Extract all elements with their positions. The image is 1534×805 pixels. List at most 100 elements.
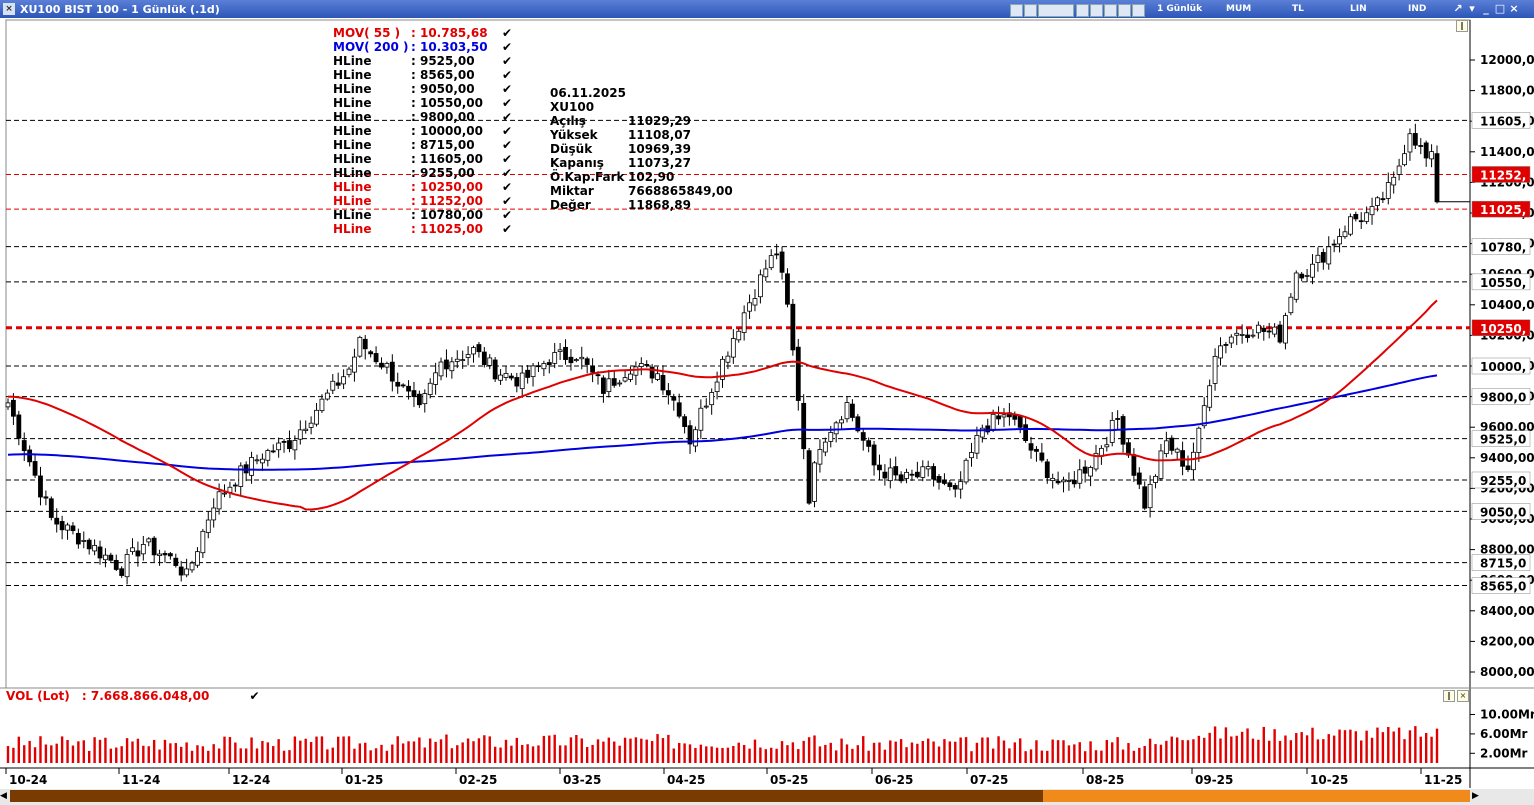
candle-body (768, 255, 774, 269)
volume-bar (553, 734, 556, 763)
minimize-icon[interactable]: ▾ (1469, 2, 1475, 15)
legend-visibility-check[interactable]: ✔ (502, 208, 513, 222)
candle-body (270, 450, 276, 453)
settings-icon[interactable] (1132, 4, 1145, 17)
legend-visibility-check[interactable]: ✔ (502, 180, 513, 194)
volume-bar (277, 739, 280, 763)
volume-bar (250, 737, 253, 763)
minimize-button[interactable]: _ (1483, 2, 1489, 15)
legend-visibility-check[interactable]: ✔ (502, 152, 513, 166)
legend-visibility-check[interactable]: ✔ (502, 82, 513, 96)
volume-bar (786, 745, 789, 763)
maximize-button[interactable]: □ (1494, 2, 1506, 15)
volume-bar (304, 738, 307, 763)
volume-bar (623, 737, 627, 763)
volume-bar (169, 743, 172, 763)
ruler-icon[interactable] (1104, 4, 1117, 17)
volume-bar (840, 738, 843, 763)
x-tick-label: 01-25 (345, 773, 383, 787)
toolbar-tl[interactable]: TL (1292, 4, 1304, 14)
toolbar-ind[interactable]: IND (1408, 4, 1427, 14)
volume-bar (1273, 729, 1276, 763)
level-price-label-box (1471, 319, 1531, 336)
candle-body (698, 407, 704, 431)
legend-visibility-check[interactable]: ✔ (502, 68, 513, 82)
volume-bar (1089, 741, 1092, 763)
volume-bar (185, 742, 188, 763)
system-menu-icon[interactable]: × (3, 3, 15, 15)
candle-body (130, 547, 135, 553)
volume-bar (770, 747, 773, 763)
ma-55-line (7, 299, 1438, 511)
forward-icon[interactable] (1038, 4, 1074, 17)
candle-body (687, 425, 693, 445)
candle-body (1266, 330, 1272, 333)
legend-visibility-check[interactable]: ✔ (502, 54, 513, 68)
candle-body (979, 427, 985, 438)
scroll-thumb[interactable] (1043, 790, 1470, 802)
legend-visibility-check[interactable]: ✔ (502, 194, 513, 208)
price-panel-button[interactable]: ‖ (1456, 20, 1468, 32)
scroll-left-icon[interactable]: ◀ (0, 791, 7, 801)
volume-bar (396, 736, 399, 763)
volume-bar (688, 744, 692, 763)
volume-bar (834, 750, 838, 763)
volume-bar (326, 749, 329, 763)
volume-panel-close-button[interactable]: × (1457, 690, 1469, 702)
toolbar-mum[interactable]: MUM (1226, 4, 1252, 14)
candle-body (422, 393, 428, 405)
legend-visibility-check[interactable]: ✔ (502, 96, 513, 110)
legend-item-value: : 10.785,68 (411, 26, 488, 40)
legend-visibility-check[interactable]: ✔ (502, 110, 513, 124)
pencil-icon[interactable] (1090, 4, 1103, 17)
price-chart[interactable]: 8000,008200,008400,008600,008800,009000,… (0, 18, 1534, 789)
candle-body (855, 416, 861, 432)
volume-bar (217, 748, 221, 763)
y-tick-label: 11800,00 (1480, 84, 1534, 98)
candle-body (503, 373, 509, 378)
legend-visibility-check[interactable]: ✔ (502, 26, 513, 40)
volume-bar (1300, 732, 1303, 763)
legend-visibility-check[interactable]: ✔ (502, 138, 513, 152)
volume-bar (759, 747, 762, 763)
candle-body (714, 381, 720, 393)
candle-body (1326, 246, 1332, 265)
period-selector[interactable]: 1 Günlük (1157, 4, 1203, 14)
legend-item-value: : 10780,00 (411, 208, 483, 222)
draw-icon[interactable] (1076, 4, 1089, 17)
x-tick-label: 10-25 (1310, 773, 1348, 787)
close-button[interactable]: × (1509, 2, 1519, 15)
volume-bar (1235, 735, 1238, 763)
pin-window-icon[interactable]: ↗ (1453, 2, 1463, 15)
scroll-right-icon[interactable]: ▶ (1472, 791, 1479, 801)
volume-bar (1392, 731, 1395, 763)
candle-body (362, 338, 368, 350)
candle-body (444, 359, 449, 370)
pin-icon[interactable] (1010, 4, 1023, 17)
candle-body (1396, 165, 1402, 175)
candle-body (909, 473, 915, 476)
volume-bar (407, 741, 410, 763)
legend-visibility-check[interactable]: ✔ (502, 40, 513, 54)
candle-body (324, 392, 330, 400)
zoom-icon[interactable] (1118, 4, 1131, 17)
horizontal-scrollbar[interactable]: ◀ ▶ (0, 789, 1534, 805)
candle-body (32, 461, 38, 476)
legend-visibility-check[interactable]: ✔ (502, 166, 513, 180)
volume-panel-button[interactable]: ‖ (1443, 690, 1455, 702)
candle-body (1212, 355, 1218, 384)
candle-body (1201, 405, 1207, 427)
toolbar-lin[interactable]: LIN (1350, 4, 1367, 14)
volume-bar (640, 738, 643, 763)
legend-visibility-check[interactable]: ✔ (502, 124, 513, 138)
candle-body (368, 351, 374, 355)
candle-body (1283, 315, 1288, 344)
volume-legend-check[interactable]: ✔ (249, 689, 260, 703)
candle-body (48, 498, 54, 518)
candle-body (1337, 236, 1342, 245)
lock-icon[interactable] (1024, 4, 1037, 17)
candle-body (411, 390, 417, 398)
candle-body (785, 273, 790, 305)
legend-visibility-check[interactable]: ✔ (502, 222, 513, 236)
candle-body (438, 361, 444, 377)
